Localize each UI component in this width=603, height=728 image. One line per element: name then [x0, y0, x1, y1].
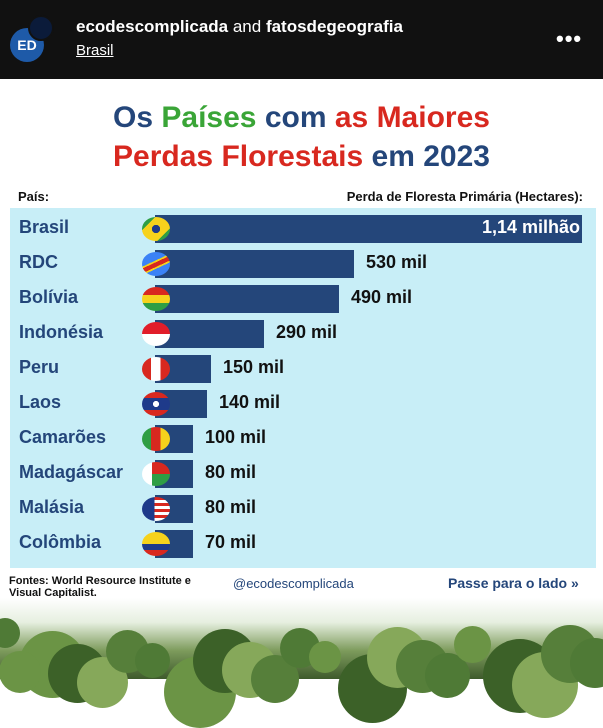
table-row: Brasil 1,14 milhão [10, 214, 596, 244]
country-label: Peru [19, 357, 60, 377]
flag-icon [142, 392, 170, 416]
tree-canopy [0, 651, 41, 693]
bar-chart-panel: Brasil 1,14 milhão RDC 530 mil Bolívia 490 mi… [10, 208, 596, 568]
forest-photo [0, 598, 603, 728]
swipe-hint[interactable]: Passe para o lado » [448, 575, 579, 591]
infographic: Os Países com as Maiores Perdas Floresta… [0, 79, 603, 728]
account-line: ecodescomplicada and fatosdegeografia [76, 17, 403, 37]
table-row: Camarões 100 mil [10, 424, 596, 454]
tree-canopy [135, 643, 170, 678]
table-row: Malásia 80 mil [10, 494, 596, 524]
country-label: Laos [19, 392, 62, 412]
value-column-header: Perda de Floresta Primária (Hectares): [346, 189, 583, 204]
country-column-header: País: [18, 189, 50, 204]
data-label: 290 mil [276, 322, 338, 342]
bar [155, 285, 339, 313]
tree-canopy [0, 618, 20, 648]
flag-icon [142, 462, 170, 486]
table-row: RDC 530 mil [10, 249, 596, 279]
flag-icon [142, 357, 170, 381]
title-part: Os [113, 101, 162, 134]
tree-canopy [454, 626, 491, 663]
flag-icon [142, 217, 170, 241]
country-label: Brasil [19, 217, 70, 237]
swipe-label: Passe para o lado [448, 575, 568, 591]
country-label: RDC [19, 252, 58, 272]
data-label: 530 mil [366, 252, 428, 272]
chart-title-line1: Os Países com as Maiores [0, 101, 603, 135]
title-part: com [256, 101, 335, 134]
account-connector: and [228, 17, 266, 36]
table-row: Peru 150 mil [10, 354, 596, 384]
data-label: 140 mil [219, 392, 281, 412]
collaborator-name[interactable]: fatosdegeografia [265, 17, 403, 36]
flag-icon [142, 497, 170, 521]
table-row: Colômbia 70 mil [10, 529, 596, 559]
country-label: Camarões [19, 427, 107, 447]
more-dots-icon[interactable]: ••• [556, 26, 583, 51]
flag-icon [142, 427, 170, 451]
post-header: ED ecodescomplicada and fatosdegeografia… [0, 0, 603, 79]
country-label: Colômbia [19, 532, 102, 552]
data-label: 80 mil [205, 462, 257, 482]
data-label: 150 mil [223, 357, 285, 377]
country-label: Indonésia [19, 322, 104, 342]
flag-icon [142, 532, 170, 556]
flag-icon [142, 252, 170, 276]
title-part: Perdas Florestais [113, 140, 364, 173]
source-note: Fontes: World Resource Institute e Visua… [9, 575, 191, 599]
country-label: Malásia [19, 497, 85, 517]
country-label: Madagáscar [19, 462, 124, 482]
flag-icon [142, 322, 170, 346]
double-chevron-right-icon: » [570, 575, 579, 591]
table-row: Laos 140 mil [10, 389, 596, 419]
author-handle: @ecodescomplicada [233, 576, 354, 591]
bar [155, 215, 582, 243]
flag-icon [142, 287, 170, 311]
data-label: 100 mil [205, 427, 267, 447]
country-label: Bolívia [19, 287, 79, 307]
location-link[interactable]: Brasil [76, 42, 114, 59]
collaborator-avatar[interactable] [28, 15, 54, 41]
avatar-text: ED [17, 37, 37, 53]
title-part: em 2023 [363, 140, 490, 173]
title-part: as Maiores [334, 101, 490, 134]
table-row: Madagáscar 80 mil [10, 459, 596, 489]
tree-canopy [309, 641, 341, 673]
chart-title-line2: Perdas Florestais em 2023 [0, 140, 603, 174]
data-label: 80 mil [205, 497, 257, 517]
bar [155, 320, 264, 348]
bar [155, 250, 354, 278]
data-label: 70 mil [205, 532, 257, 552]
table-row: Indonésia 290 mil [10, 319, 596, 349]
data-label: 490 mil [351, 287, 413, 307]
title-part: Países [161, 101, 257, 134]
table-row: Bolívia 490 mil [10, 284, 596, 314]
data-label: 1,14 milhão [481, 217, 580, 237]
account-name[interactable]: ecodescomplicada [76, 17, 229, 36]
